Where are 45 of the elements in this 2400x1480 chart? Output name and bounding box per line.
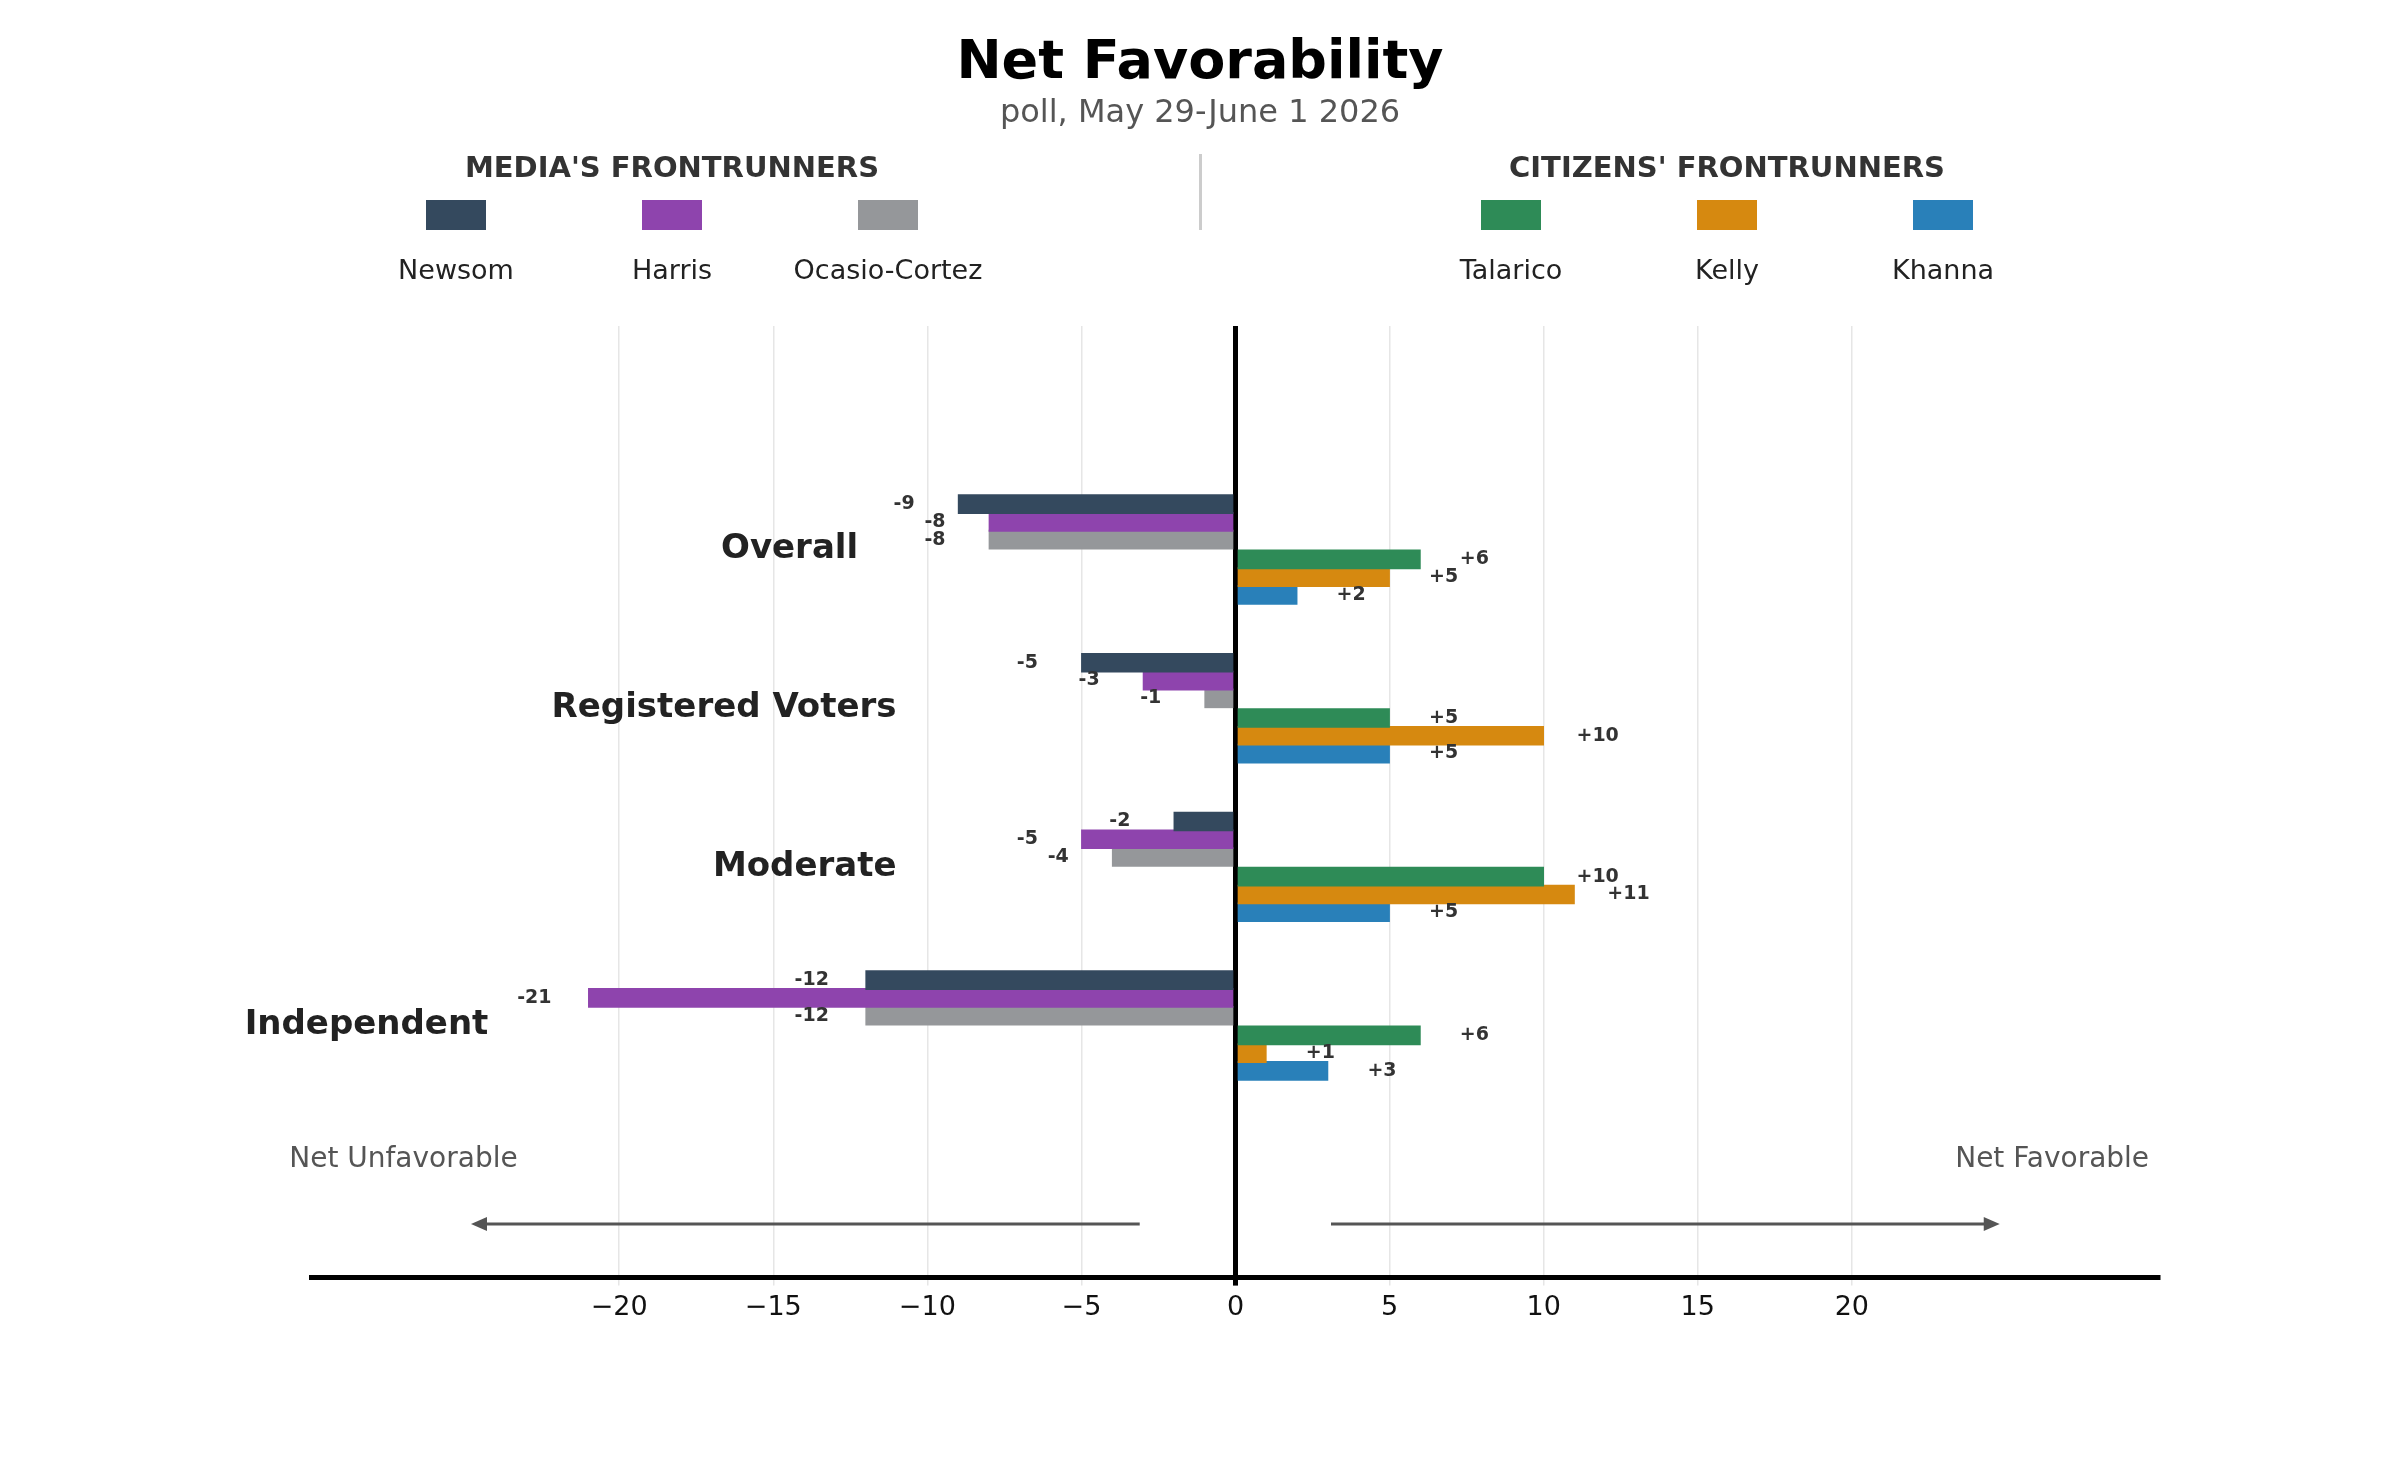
x-tick-label: 15 [1680,1289,1715,1321]
legend-label: Newsom [397,254,515,285]
data-label: +3 [1367,1057,1397,1080]
data-label: -12 [794,1002,829,1025]
data-label: +5 [1429,704,1459,727]
text: Net Unfavorable [289,1141,518,1175]
x-tick-label: −15 [744,1289,802,1321]
x-tick-label: 20 [1834,1289,1870,1321]
x-tick-label: −5 [1061,1289,1102,1321]
text: MEDIA'S FRONTRUNNERS [463,150,881,184]
legend-label: Kelly [1694,254,1760,285]
x-tick-label: 5 [1380,1289,1399,1321]
text: Net Favorable [1955,1141,2150,1175]
data-label: -5 [1016,826,1038,849]
data-label: +10 [1576,722,1619,745]
x-tick-label: −20 [590,1289,648,1321]
text: CITIZENS' FRONTRUNNERS [1508,150,1946,184]
x-tick-label: −10 [898,1289,956,1321]
legend-label: Harris [630,254,714,285]
y-tick-label: Overall [720,526,859,567]
data-label: +5 [1429,899,1459,922]
data-label: +5 [1429,740,1459,763]
legend-label: Ocasio-Cortez [792,254,984,285]
data-label: +6 [1459,546,1489,569]
x-tick-label: 0 [1226,1289,1245,1321]
chart-subtitle: poll, May 29-June 1 2026 [998,92,1402,130]
data-label: -9 [893,491,915,514]
y-tick-label: Registered Voters [551,685,897,725]
data-label: +6 [1459,1022,1489,1045]
data-label: +1 [1305,1040,1335,1063]
data-label: -1 [1140,685,1162,708]
data-label: +5 [1429,564,1459,587]
data-label: -21 [517,984,552,1007]
data-label: -12 [794,967,829,990]
legend-label: Khanna [1890,254,1996,285]
x-tick-label: 10 [1526,1289,1561,1321]
y-tick-label: Independent [244,1002,489,1043]
legend-label: Talarico [1458,254,1564,285]
data-label: +2 [1336,581,1366,604]
data-label: -2 [1109,808,1131,831]
data-label: -4 [1047,843,1069,866]
data-label: -5 [1016,649,1038,672]
chart-title: Net Favorability [955,28,1445,91]
data-label: -3 [1078,667,1100,690]
y-tick-label: Moderate [712,843,897,884]
